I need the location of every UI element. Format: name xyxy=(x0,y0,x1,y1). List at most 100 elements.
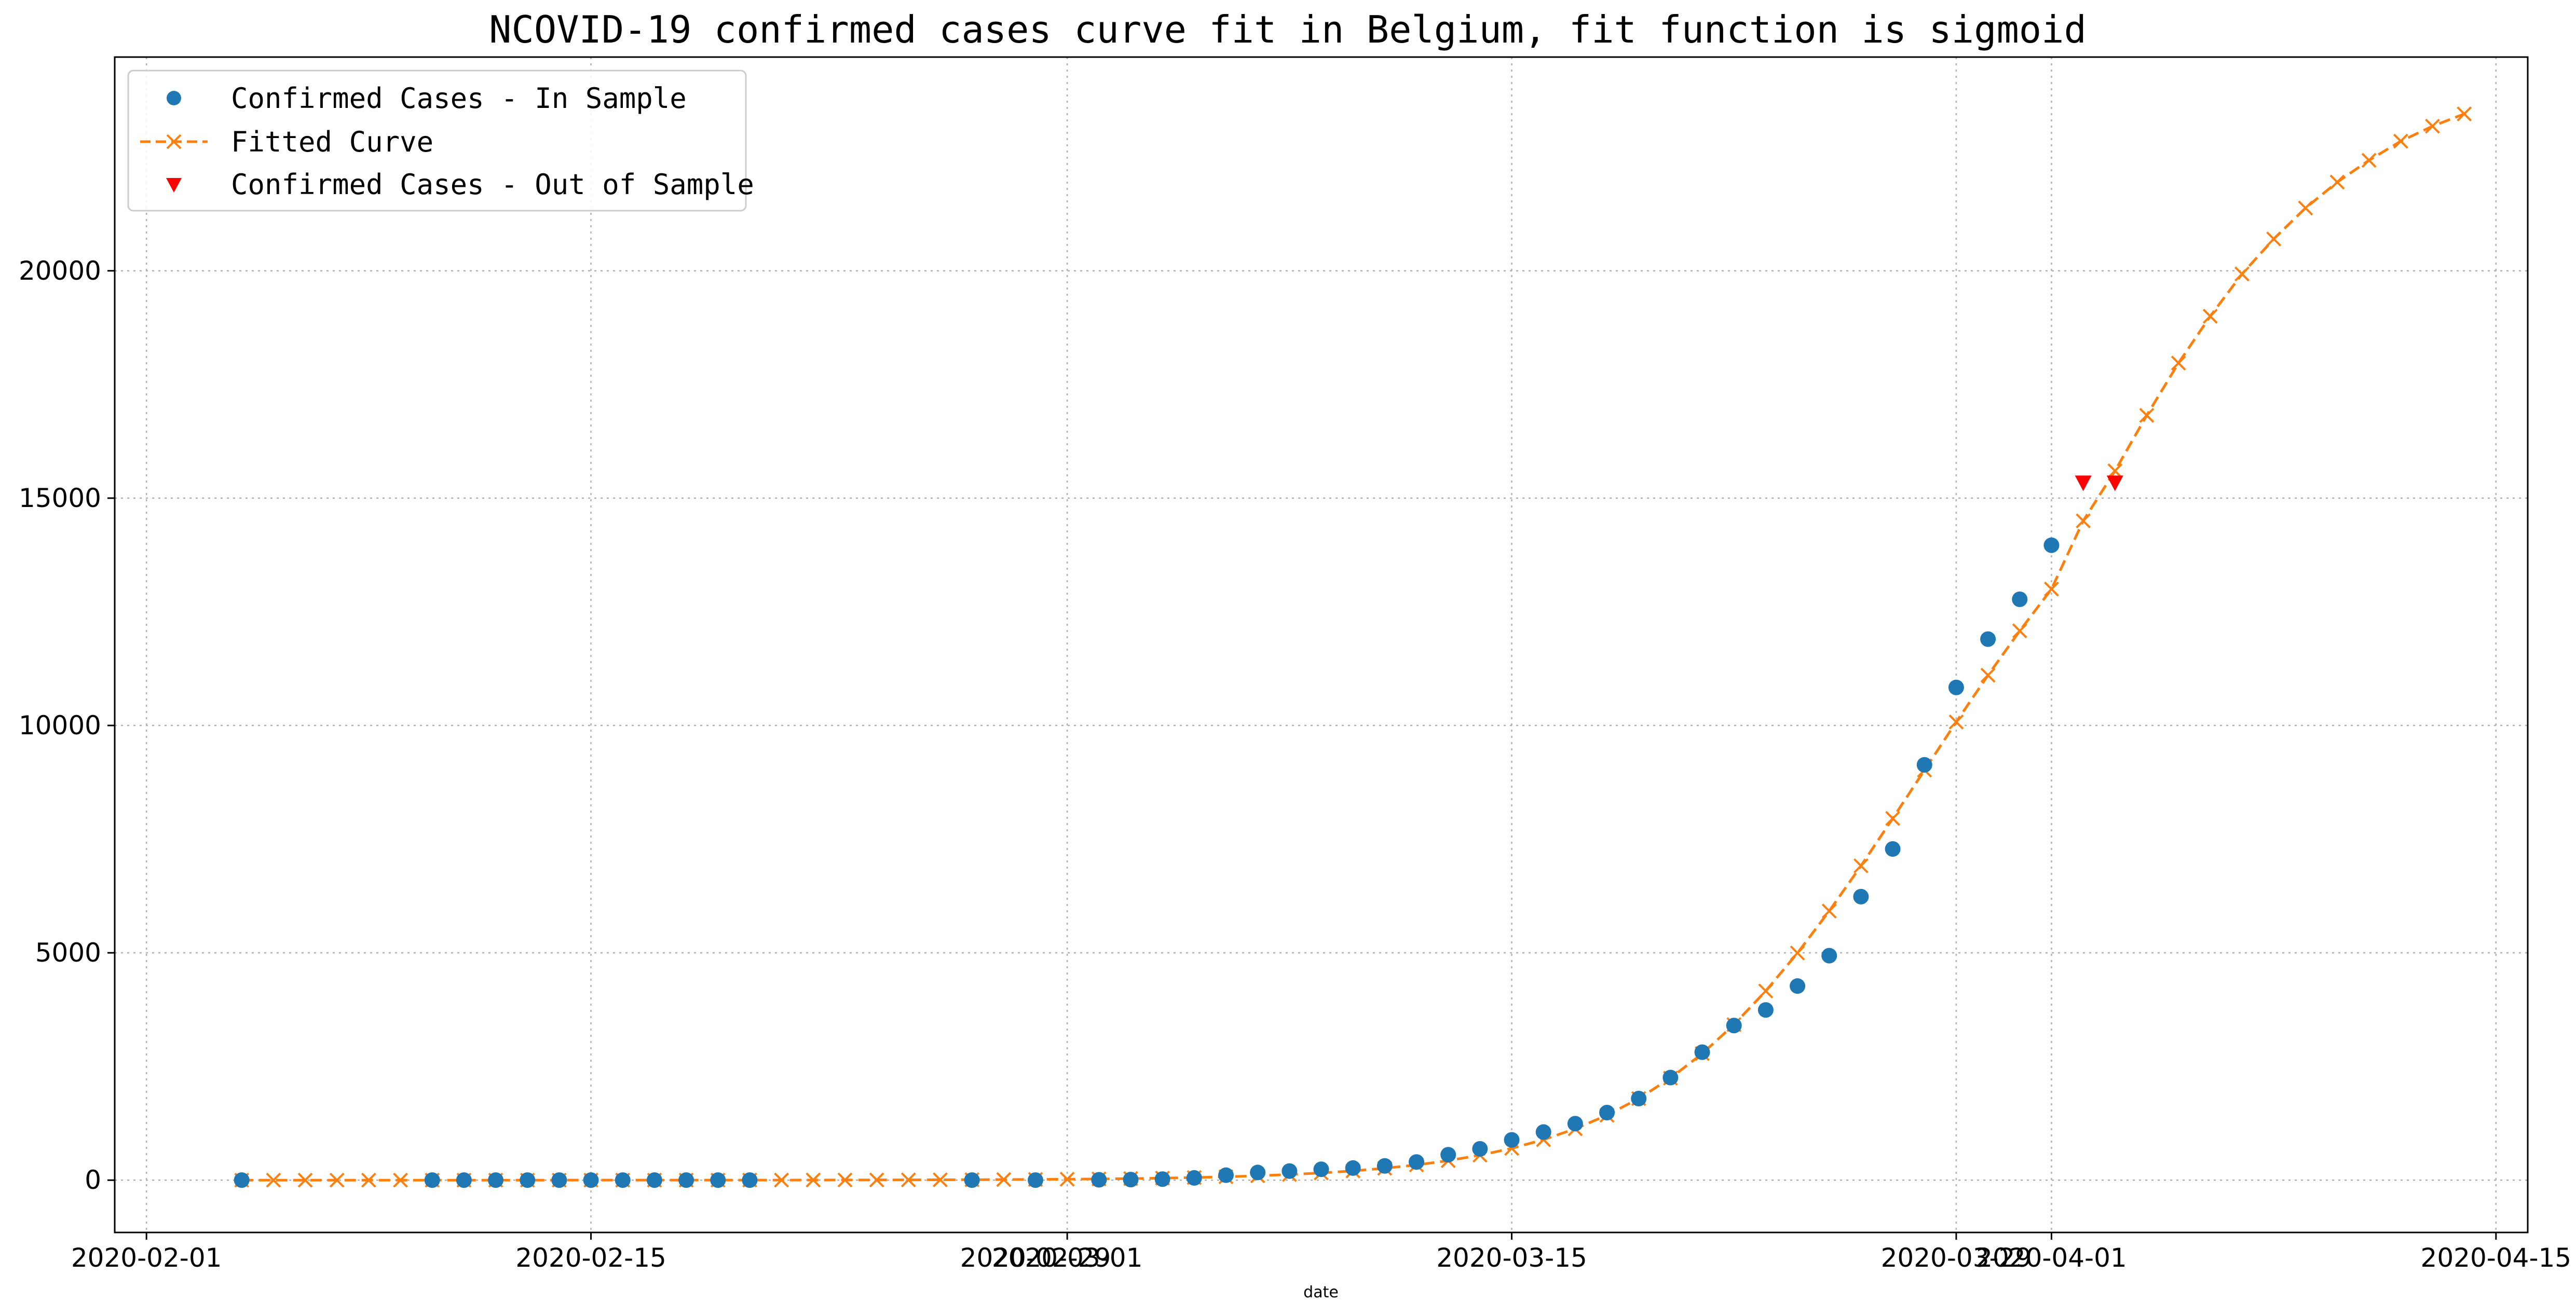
x-tick-label: 2020-02-15 xyxy=(515,1243,666,1273)
fitted-point xyxy=(2329,174,2345,190)
in-sample-point xyxy=(551,1172,567,1188)
in-sample-point xyxy=(1313,1161,1329,1177)
in-sample-point xyxy=(1186,1170,1202,1186)
in-sample-point xyxy=(1821,948,1837,964)
in-sample-point xyxy=(1345,1160,1361,1176)
x-tick-label: 2020-04-15 xyxy=(2421,1243,2572,1273)
fitted-point xyxy=(1821,903,1837,919)
in-sample-point xyxy=(1916,757,1932,773)
in-sample-point xyxy=(1980,631,1996,647)
fitted-point xyxy=(329,1172,345,1188)
plot-frame xyxy=(114,56,2529,1233)
in-sample-point xyxy=(964,1172,980,1188)
in-sample-point xyxy=(1091,1172,1107,1188)
fitted-curve-line xyxy=(241,113,2465,1182)
fitted-point xyxy=(1853,858,1869,873)
fitted-point xyxy=(1948,714,1964,730)
in-sample-point xyxy=(615,1172,631,1188)
fitted-point xyxy=(1059,1171,1075,1187)
in-sample-point xyxy=(1376,1158,1393,1174)
in-sample-point xyxy=(1504,1132,1520,1148)
legend-box xyxy=(127,70,747,212)
x-tick-label: 2020-03-01 xyxy=(992,1243,1143,1273)
fitted-point xyxy=(2012,623,2027,639)
fitted-point xyxy=(393,1172,408,1188)
in-sample-point xyxy=(1123,1172,1139,1188)
x-axis: 2020-02-01 2020-02-15 2020-02-292020-03-01… xyxy=(71,1232,2571,1273)
in-sample-point xyxy=(1250,1164,1266,1181)
y-tick-label: 5000 xyxy=(35,938,101,968)
in-sample-point xyxy=(678,1172,694,1188)
in-sample-point xyxy=(1631,1090,1647,1106)
in-sample-point xyxy=(456,1172,472,1188)
in-sample-point xyxy=(583,1172,599,1188)
fitted-point xyxy=(901,1172,916,1188)
fitted-point xyxy=(933,1172,948,1187)
in-sample-point xyxy=(710,1172,726,1188)
fitted-point xyxy=(2266,231,2282,246)
fitted-point xyxy=(297,1172,313,1188)
in-sample-point xyxy=(1757,1002,1774,1018)
legend-marker-fitted xyxy=(166,134,182,149)
fitted-point xyxy=(1980,667,1996,683)
in-sample-point xyxy=(520,1172,536,1188)
fitted-point xyxy=(2076,513,2091,529)
in-sample-layer xyxy=(234,537,2060,1188)
y-tick-label: 0 xyxy=(85,1165,101,1195)
in-sample-point xyxy=(1885,841,1901,857)
fitted-point xyxy=(2234,266,2250,282)
out-of-sample-layer xyxy=(2075,475,2123,491)
x-tick-label: 2020-03-15 xyxy=(1436,1243,1587,1273)
y-tick-label: 10000 xyxy=(19,710,101,741)
fitted-point xyxy=(2044,581,2059,597)
in-sample-point xyxy=(1440,1147,1456,1163)
y-axis: 0 5000 10000 15000 20000 xyxy=(19,256,115,1195)
legend-marker-out-of-sample xyxy=(166,178,182,193)
fitted-point xyxy=(806,1172,821,1188)
fitted-point xyxy=(2457,106,2472,121)
in-sample-point xyxy=(2043,537,2060,553)
fitted-point xyxy=(2393,133,2408,149)
in-sample-point xyxy=(1662,1070,1679,1086)
y-tick-label: 15000 xyxy=(19,483,101,513)
in-sample-point xyxy=(234,1172,250,1188)
in-sample-point xyxy=(424,1172,440,1188)
legend-label-out-of-sample: Confirmed Cases - Out of Sample xyxy=(231,168,754,201)
legend-marker-in-sample xyxy=(167,91,181,105)
in-sample-point xyxy=(1790,978,1806,994)
in-sample-point xyxy=(646,1172,662,1188)
x-axis-label: date xyxy=(1303,1283,1339,1301)
in-sample-point xyxy=(1027,1172,1043,1188)
in-sample-point xyxy=(488,1172,504,1188)
fitted-point xyxy=(2107,463,2123,478)
legend-label-in-sample: Confirmed Cases - In Sample xyxy=(231,82,687,115)
in-sample-point xyxy=(1567,1116,1583,1132)
fitted-point xyxy=(361,1172,376,1188)
in-sample-point xyxy=(1218,1167,1234,1183)
fitted-point xyxy=(1885,811,1900,826)
in-sample-point xyxy=(742,1172,758,1188)
x-tick-label: 2020-04-01 xyxy=(1976,1243,2127,1273)
fitted-point xyxy=(1790,945,1805,961)
x-tick-label: 2020-03-29 xyxy=(1881,1243,2032,1273)
fitted-point xyxy=(2425,118,2440,134)
fitted-point xyxy=(1758,983,1774,999)
fitted-point xyxy=(837,1172,853,1188)
in-sample-point xyxy=(1282,1163,1298,1179)
in-sample-point xyxy=(1853,888,1869,904)
in-sample-point xyxy=(1694,1044,1710,1060)
x-tick-label: 2020-02-01 xyxy=(71,1243,222,1273)
fitted-point xyxy=(2361,153,2377,168)
fitted-point xyxy=(2298,200,2313,216)
in-sample-point xyxy=(1948,679,1964,695)
fitted-curve-layer xyxy=(234,106,2472,1188)
x-tick-label: 2020-02-29 xyxy=(960,1243,1111,1273)
out-of-sample-point xyxy=(2106,475,2123,491)
fitted-point xyxy=(2139,408,2155,423)
y-tick-label: 20000 xyxy=(19,256,101,286)
fitted-point xyxy=(266,1172,281,1188)
in-sample-point xyxy=(1535,1124,1551,1140)
chart-title: NCOVID-19 confirmed cases curve fit in B… xyxy=(489,8,2087,51)
fitted-point xyxy=(869,1172,884,1188)
